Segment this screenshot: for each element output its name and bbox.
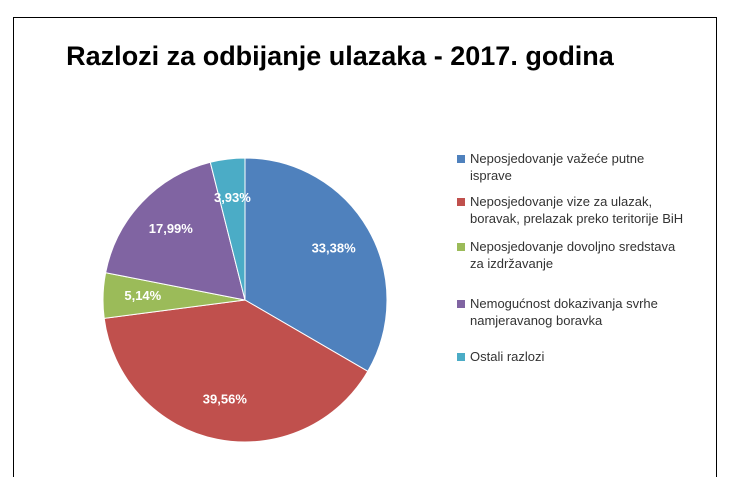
data-label: 17,99% — [149, 221, 194, 236]
data-label: 33,38% — [312, 240, 357, 255]
legend-swatch — [457, 300, 465, 308]
legend-swatch — [457, 198, 465, 206]
legend-swatch — [457, 155, 465, 163]
pie-slice — [244, 157, 388, 373]
legend-swatch — [457, 353, 465, 361]
legend-label: Neposjedovanje važeće putne isprave — [470, 151, 645, 183]
legend-swatch — [457, 243, 465, 251]
pie-slice — [209, 157, 246, 301]
pie-slice — [105, 161, 246, 301]
data-label: 5,14% — [124, 288, 161, 303]
data-label: 3,93% — [214, 190, 251, 205]
data-label: 39,56% — [203, 392, 248, 407]
legend-label: Neposjedovanje vize za ulazak, boravak, … — [470, 194, 684, 226]
legend-label: Neposjedovanje dovoljno sredstava za izd… — [470, 239, 676, 271]
legend-label: Nemogućnost dokazivanja svrhe namjeravan… — [470, 296, 658, 328]
legend-label: Ostali razlozi — [470, 349, 545, 364]
chart-frame — [13, 17, 717, 477]
pie-slice — [103, 299, 369, 443]
chart-title: Razlozi za odbijanje ulazaka - 2017. god… — [66, 41, 614, 71]
